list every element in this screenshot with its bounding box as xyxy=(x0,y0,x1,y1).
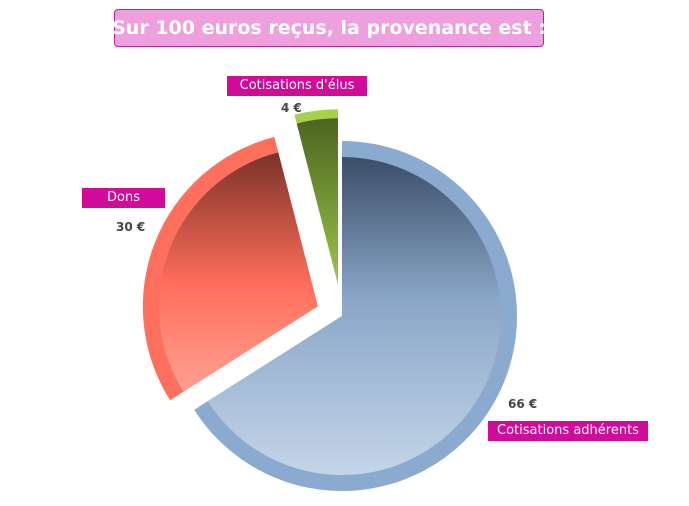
value-cotisations-adherents: 66 € xyxy=(508,397,538,411)
slice-cotisations-elus xyxy=(294,109,338,285)
label-cotisations-elus: Cotisations d'élus xyxy=(227,76,367,96)
value-dons: 30 € xyxy=(116,220,146,234)
label-dons: Dons xyxy=(82,188,165,208)
slice-dons xyxy=(142,136,318,401)
value-cotisations-elus: 4 € xyxy=(281,101,302,115)
label-cotisations-adherents: Cotisations adhérents xyxy=(488,421,648,441)
slice-cotisations-adherents xyxy=(194,141,517,491)
chart-title: Sur 100 euros reçus, la provenance est : xyxy=(112,9,546,47)
